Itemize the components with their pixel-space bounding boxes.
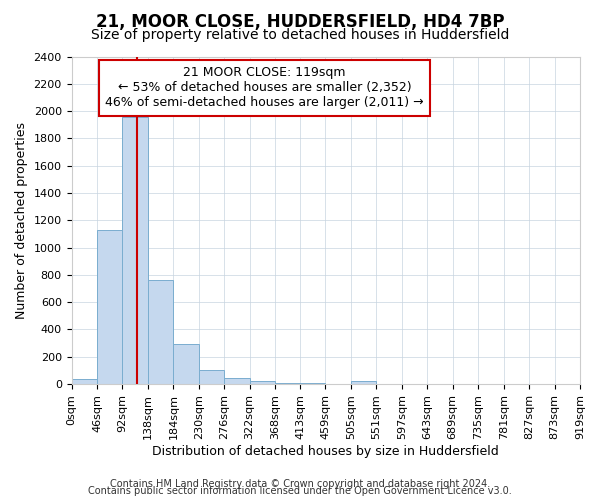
Bar bbox=[224, 378, 250, 384]
X-axis label: Distribution of detached houses by size in Huddersfield: Distribution of detached houses by size … bbox=[152, 444, 499, 458]
Bar bbox=[97, 230, 122, 384]
Bar bbox=[173, 344, 199, 384]
Bar bbox=[122, 116, 148, 384]
Text: Contains public sector information licensed under the Open Government Licence v3: Contains public sector information licen… bbox=[88, 486, 512, 496]
Bar bbox=[351, 382, 376, 384]
Y-axis label: Number of detached properties: Number of detached properties bbox=[15, 122, 28, 319]
Bar bbox=[71, 378, 97, 384]
Bar bbox=[199, 370, 224, 384]
Bar bbox=[250, 382, 275, 384]
Bar bbox=[275, 383, 301, 384]
Text: Contains HM Land Registry data © Crown copyright and database right 2024.: Contains HM Land Registry data © Crown c… bbox=[110, 479, 490, 489]
Bar bbox=[148, 280, 173, 384]
Text: 21 MOOR CLOSE: 119sqm
← 53% of detached houses are smaller (2,352)
46% of semi-d: 21 MOOR CLOSE: 119sqm ← 53% of detached … bbox=[106, 66, 424, 110]
Text: 21, MOOR CLOSE, HUDDERSFIELD, HD4 7BP: 21, MOOR CLOSE, HUDDERSFIELD, HD4 7BP bbox=[96, 12, 504, 30]
Text: Size of property relative to detached houses in Huddersfield: Size of property relative to detached ho… bbox=[91, 28, 509, 42]
